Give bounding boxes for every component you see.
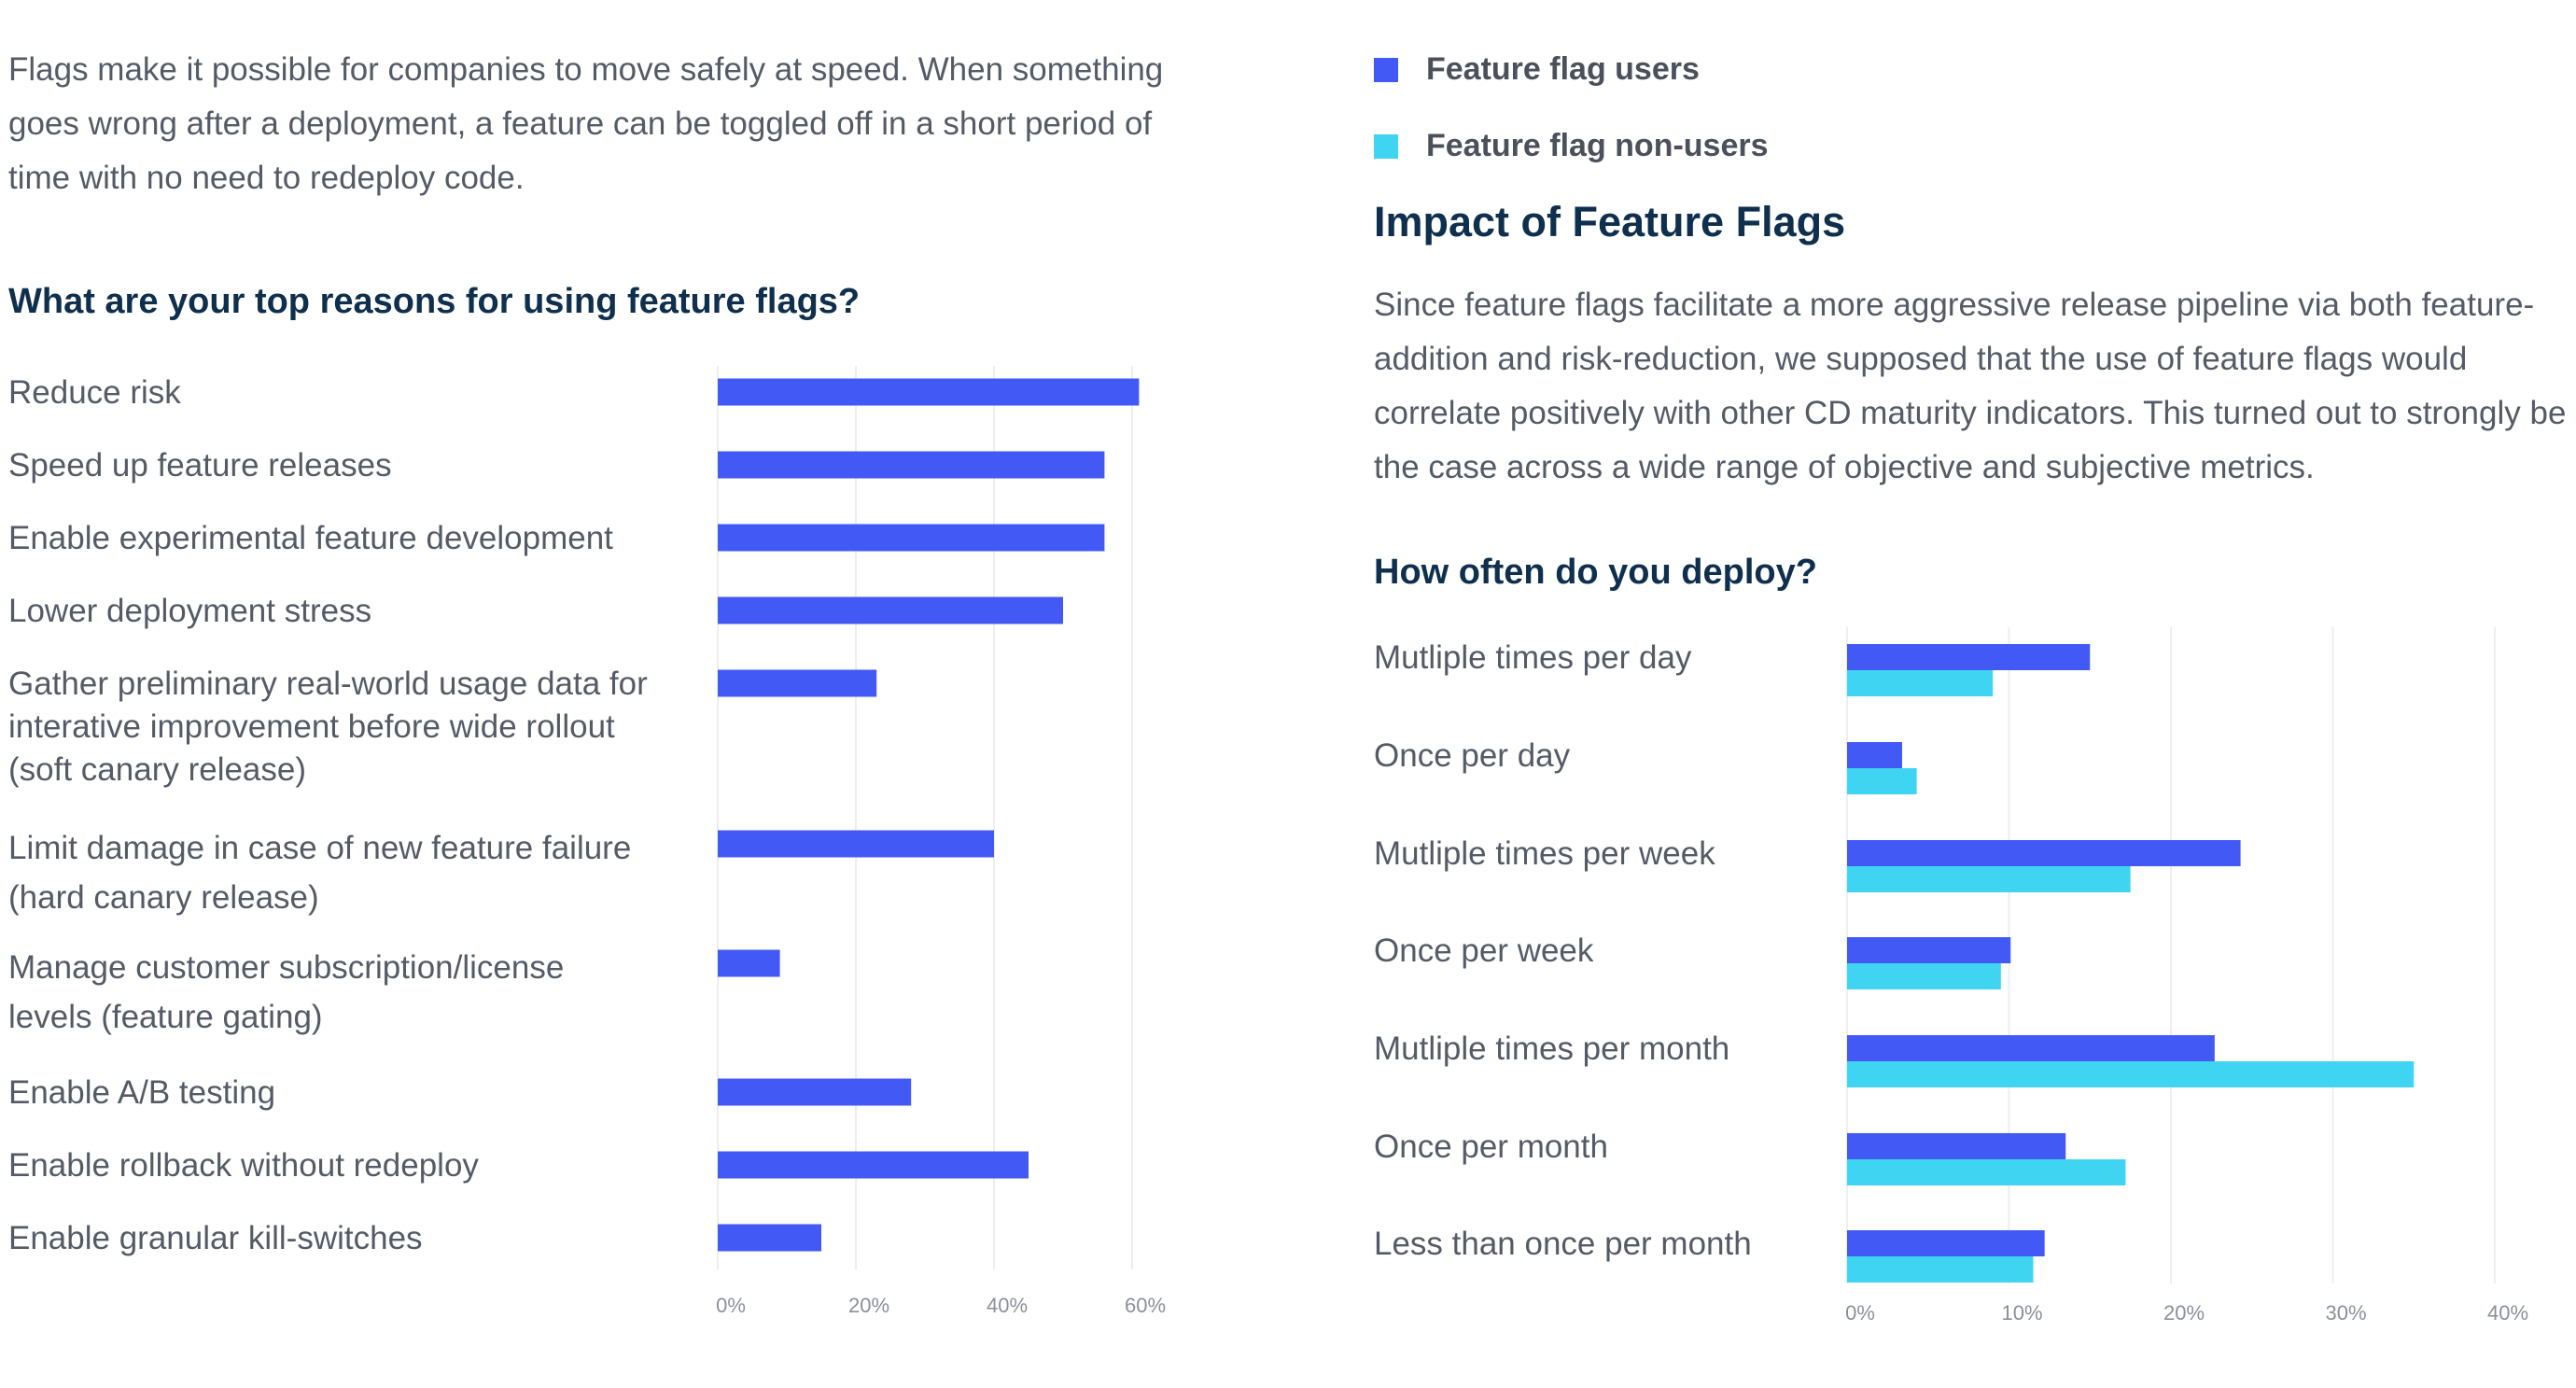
chart2-category-label: Once per week [1374, 932, 1594, 969]
legend-users: Feature flag users [1374, 51, 1700, 88]
chart2-bar-mutliple-times-per-day-feature-flag-users [1847, 644, 2091, 670]
chart2-bar-less-than-once-per-month-feature-flag-users [1847, 1230, 2045, 1256]
chart1-tick-label: 0% [716, 1294, 746, 1317]
chart2-tick-label: 40% [2487, 1301, 2528, 1325]
chart1-bar-limit-damage-in-case-of-new-feature-failure-hard-canary-release [718, 830, 994, 858]
chart1-bar-enable-experimental-feature-development [718, 524, 1105, 552]
chart2-category-label: Mutliple times per day [1374, 639, 1692, 676]
chart1-category-label: Enable experimental feature development [8, 520, 613, 556]
legend-swatch-non-users [1374, 133, 1398, 159]
chart2-bar-once-per-month-feature-flag-users [1847, 1133, 2066, 1159]
chart2-bar-once-per-day-feature-flag-users [1847, 742, 1902, 768]
chart1-category-label: Enable rollback without redeploy [8, 1147, 479, 1184]
chart1-category-label: Enable granular kill-switches [8, 1220, 423, 1256]
chart1-bar-manage-customer-subscription-license-levels-feature-gating [718, 949, 780, 977]
chart1-bar-enable-rollback-without-redeploy [718, 1151, 1029, 1179]
chart2-bar-mutliple-times-per-week-feature-flag-non-users [1847, 866, 2131, 892]
legend-label-non-users: Feature flag non-users [1426, 128, 1769, 163]
chart1-bar-enable-granular-kill-switches [718, 1224, 821, 1252]
chart1-bar-reduce-risk [718, 378, 1140, 406]
chart2-bar-once-per-week-feature-flag-users [1847, 937, 2011, 963]
chart2-bar-mutliple-times-per-month-feature-flag-non-users [1847, 1061, 2415, 1087]
chart2-tick-label: 10% [2001, 1301, 2042, 1325]
chart2-bar-less-than-once-per-month-feature-flag-non-users [1847, 1256, 2034, 1283]
chart2-title: How often do you deploy? [1374, 553, 1817, 592]
chart2-category-label: Once per day [1374, 737, 1571, 774]
chart2-bar-mutliple-times-per-day-feature-flag-non-users [1847, 670, 1994, 696]
impact-paragraph: Since feature flags facilitate a more ag… [1374, 287, 2567, 485]
intro-paragraph: Flags make it possible for companies to … [8, 51, 1164, 196]
chart1-category-label: Manage customer subscription/license lev… [8, 949, 565, 1035]
chart1-category-label: Limit damage in case of new feature fail… [8, 830, 632, 916]
chart2-bar-mutliple-times-per-month-feature-flag-users [1847, 1035, 2215, 1061]
chart2-category-label: Less than once per month [1374, 1226, 1752, 1262]
chart1-title: What are your top reasons for using feat… [8, 282, 861, 321]
chart1-bar-speed-up-feature-releases [718, 451, 1105, 479]
chart1-category-label: Lower deployment stress [8, 593, 372, 629]
chart1-bar-gather-preliminary-real-world-usage-data-for-interative-improvement-before-wide-rollout-soft-canary-release [718, 669, 877, 697]
chart2-bar-once-per-day-feature-flag-non-users [1847, 768, 1917, 794]
impact-title: Impact of Feature Flags [1374, 198, 1846, 245]
chart2-bar-mutliple-times-per-week-feature-flag-users [1847, 840, 2241, 866]
chart2-tick-label: 30% [2325, 1301, 2366, 1325]
chart1-tick-label: 60% [1125, 1294, 1166, 1317]
chart2-category-label: Mutliple times per month [1374, 1030, 1730, 1067]
chart1-category-label: Speed up feature releases [8, 447, 392, 484]
chart1-category-label: Enable A/B testing [8, 1074, 276, 1111]
chart2-tick-label: 20% [2163, 1301, 2205, 1325]
legend-label-users: Feature flag users [1426, 51, 1700, 87]
chart1-bar-lower-deployment-stress [718, 596, 1063, 624]
chart2-category-label: Mutliple times per week [1374, 835, 1715, 872]
chart1-tick-label: 40% [987, 1294, 1028, 1317]
chart2-bar-once-per-month-feature-flag-non-users [1847, 1159, 2126, 1185]
legend-non-users: Feature flag non-users [1374, 128, 1769, 164]
chart1-tick-label: 20% [848, 1294, 889, 1317]
chart1-bar-enable-a-b-testing [718, 1078, 912, 1106]
chart1-category-label: Gather preliminary real-world usage data… [8, 666, 648, 788]
chart1-category-label: Reduce risk [8, 374, 181, 411]
chart2-tick-label: 0% [1845, 1301, 1875, 1325]
chart2-category-label: Once per month [1374, 1129, 1608, 1165]
legend-swatch-users [1374, 57, 1398, 82]
chart2-bar-once-per-week-feature-flag-non-users [1847, 963, 2001, 989]
